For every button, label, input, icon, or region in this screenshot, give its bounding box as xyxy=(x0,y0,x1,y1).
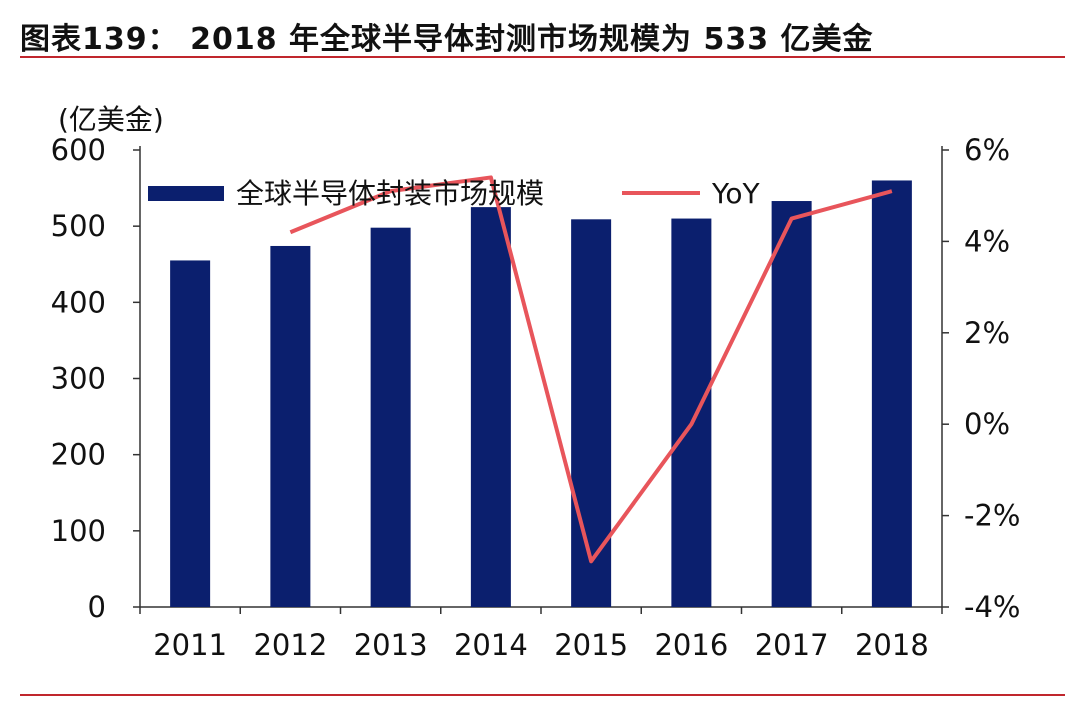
x-tick-label: 2014 xyxy=(454,628,528,662)
figure-label: 图表139： xyxy=(20,22,179,57)
bar-2016 xyxy=(671,218,712,608)
y-left-tick-label: 200 xyxy=(51,438,106,472)
y-right-tick-label: 6% xyxy=(964,133,1010,167)
bar-2018 xyxy=(871,180,912,607)
y-left-tick-label: 600 xyxy=(51,133,106,167)
legend-line-label: YoY xyxy=(711,177,761,210)
figure-title-bar: 图表139： 2018 年全球半导体封测市场规模为 533 亿美金 xyxy=(20,12,1065,58)
figure-title-text: 2018 年全球半导体封测市场规模为 533 亿美金 xyxy=(190,22,874,57)
bar-2013 xyxy=(370,227,411,607)
x-tick-label: 2018 xyxy=(855,628,929,662)
y-right-tick-label: -4% xyxy=(964,590,1020,624)
title-rule xyxy=(20,56,1065,58)
y-right-tick-label: 2% xyxy=(964,316,1010,350)
bar-2015 xyxy=(571,219,612,608)
y-right-tick-label: -2% xyxy=(964,499,1020,533)
y-left-tick-label: 400 xyxy=(51,285,106,319)
x-tick-label: 2012 xyxy=(253,628,327,662)
x-tick-label: 2015 xyxy=(554,628,628,662)
x-tick-label: 2016 xyxy=(654,628,728,662)
x-tick-label: 2017 xyxy=(755,628,829,662)
y-left-tick-label: 0 xyxy=(88,590,106,624)
legend-bar-label: 全球半导体封装市场规模 xyxy=(236,177,544,210)
x-tick-label: 2011 xyxy=(153,628,227,662)
legend-bar-swatch xyxy=(148,186,224,201)
y-left-unit-label: (亿美金) xyxy=(58,103,164,136)
y-right-tick-label: 0% xyxy=(964,407,1010,441)
figure-title: 图表139： 2018 年全球半导体封测市场规模为 533 亿美金 xyxy=(20,14,874,58)
footer-rule xyxy=(20,694,1065,696)
y-right-tick-label: 4% xyxy=(964,224,1010,258)
bar-2017 xyxy=(771,201,812,607)
yoy-line xyxy=(289,175,893,564)
bar-2014 xyxy=(470,207,511,607)
x-tick-label: 2013 xyxy=(354,628,428,662)
bar-2012 xyxy=(270,245,311,607)
y-left-tick-label: 500 xyxy=(51,209,106,243)
bar-2011 xyxy=(170,260,211,607)
y-left-tick-label: 100 xyxy=(51,514,106,548)
y-left-tick-label: 300 xyxy=(51,362,106,396)
